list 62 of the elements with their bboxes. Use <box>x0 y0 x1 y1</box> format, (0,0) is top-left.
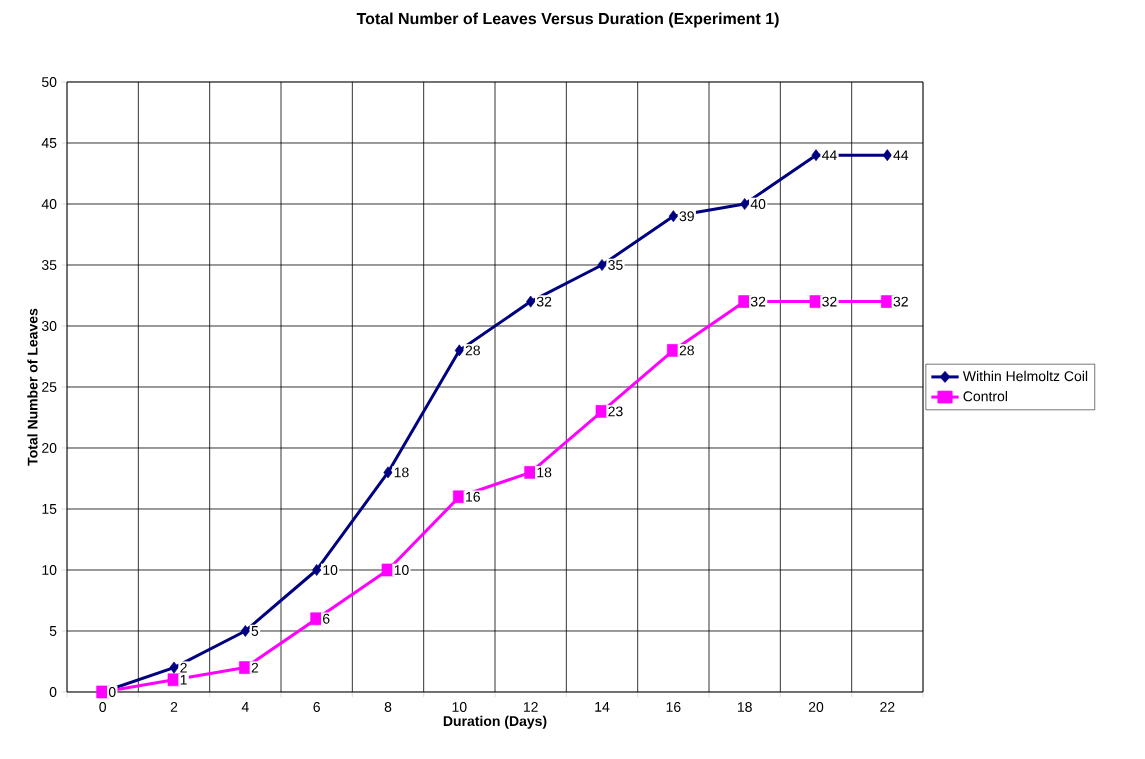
data-label: 35 <box>608 260 623 270</box>
x-axis-title: Duration (Days) <box>443 715 547 729</box>
y-tick-label: 25 <box>42 382 57 392</box>
x-tick-label: 14 <box>595 702 610 712</box>
point <box>597 259 607 271</box>
x-tick-label: 4 <box>241 702 249 712</box>
data-label: 28 <box>679 345 694 356</box>
data-label: 16 <box>466 491 480 502</box>
data-label: 39 <box>679 211 694 222</box>
y-tick-label: 15 <box>42 504 57 514</box>
x-tick-label: 12 <box>523 702 538 712</box>
point <box>454 344 464 357</box>
x-tick-label: 8 <box>384 702 392 712</box>
chart-title: Total Number of Leaves Versus Duration (Experiment 1) <box>356 12 779 28</box>
y-tick-label: 5 <box>49 626 57 636</box>
data-label: 44 <box>893 150 909 161</box>
x-tick-label: 16 <box>666 702 681 712</box>
point <box>811 149 821 162</box>
x-tick-label: 0 <box>99 702 107 712</box>
y-tick-label: 20 <box>42 443 57 453</box>
x-tick-label: 2 <box>170 702 178 712</box>
point <box>169 661 179 674</box>
legend-label: Control <box>963 390 1008 402</box>
y-tick-label: 0 <box>49 687 57 697</box>
y-tick-label: 45 <box>41 138 57 148</box>
data-label: 18 <box>537 467 552 478</box>
data-label: 23 <box>608 406 623 417</box>
x-tick-label: 22 <box>880 702 895 712</box>
x-tick-label: 18 <box>737 702 752 712</box>
data-label: 44 <box>821 150 837 161</box>
point <box>526 295 536 308</box>
point <box>312 564 322 576</box>
data-label: 40 <box>750 199 766 209</box>
point <box>668 210 678 223</box>
x-tick-label: 10 <box>452 702 467 712</box>
data-label: 28 <box>465 345 480 356</box>
y-tick-label: 50 <box>41 77 57 87</box>
data-label: 32 <box>536 296 552 307</box>
legend-label: Within Helmoltz Coil <box>962 370 1088 382</box>
data-label: 32 <box>893 296 908 307</box>
data-label: 5 <box>251 626 259 636</box>
point <box>240 625 250 637</box>
x-tick-label: 20 <box>808 702 824 712</box>
data-label: 10 <box>323 565 338 575</box>
y-tick-label: 10 <box>42 565 57 575</box>
data-label: 32 <box>750 296 766 307</box>
data-label: 2 <box>180 662 187 673</box>
data-label: 2 <box>251 662 259 673</box>
data-label: 0 <box>108 687 116 697</box>
x-tick-label: 6 <box>313 702 320 712</box>
point <box>740 198 750 210</box>
y-axis-title: Total Number of Leaves <box>27 308 38 466</box>
point <box>383 466 393 479</box>
y-tick-label: 35 <box>41 260 57 270</box>
data-label: 6 <box>323 613 330 624</box>
point <box>882 149 892 162</box>
y-tick-label: 30 <box>41 321 57 331</box>
data-label: 10 <box>394 565 409 575</box>
data-label: 32 <box>822 296 837 307</box>
data-label: 18 <box>394 467 409 478</box>
y-tick-label: 40 <box>41 199 57 209</box>
data-label: 1 <box>180 674 187 685</box>
